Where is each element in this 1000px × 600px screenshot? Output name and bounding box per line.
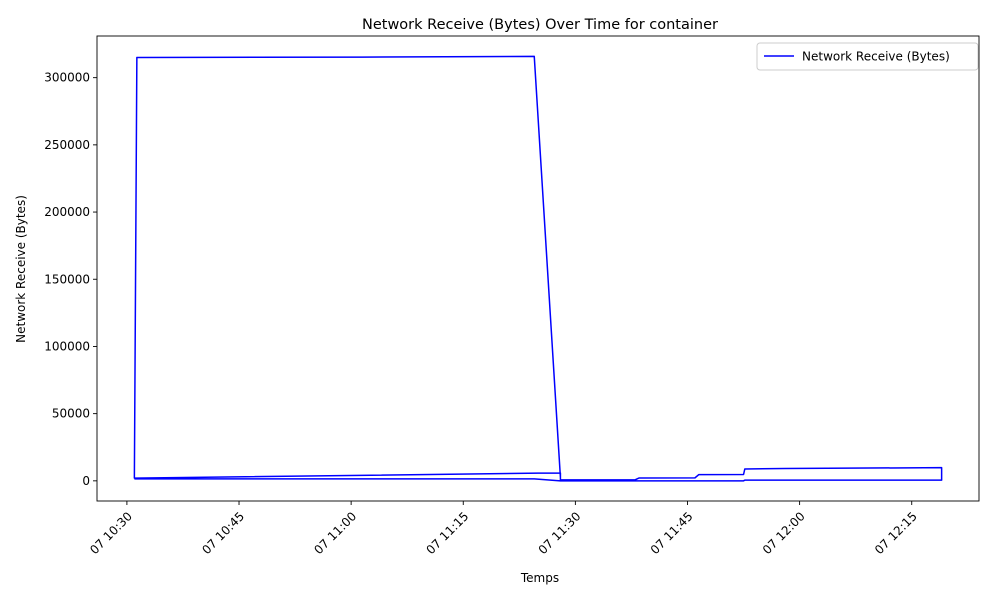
axes bbox=[96, 35, 980, 502]
x-tick-label: 07 12:15 bbox=[872, 509, 920, 557]
x-tick-label: 07 11:00 bbox=[311, 509, 359, 557]
plot-frame bbox=[96, 35, 980, 502]
y-tick-label: 250000 bbox=[44, 138, 90, 152]
chart-title: Network Receive (Bytes) Over Time for co… bbox=[362, 17, 718, 33]
legend-box bbox=[756, 42, 979, 71]
legend-label: Network Receive (Bytes) bbox=[802, 50, 950, 64]
y-axis-label: Network Receive (Bytes) bbox=[14, 195, 28, 343]
y-tick-label: 200000 bbox=[44, 205, 90, 219]
y-tick-label: 50000 bbox=[52, 407, 90, 421]
x-tick-label: 07 11:30 bbox=[536, 509, 584, 557]
x-tick-label: 07 10:30 bbox=[87, 509, 135, 557]
y-axis-ticks: 0 50000 100000 150000 200000 250000 300000 bbox=[44, 71, 97, 488]
x-tick-label: 07 10:45 bbox=[199, 509, 247, 557]
y-tick-label: 150000 bbox=[44, 272, 90, 286]
y-tick-label: 100000 bbox=[44, 339, 90, 353]
series-layer bbox=[133, 55, 943, 482]
x-axis-label: Temps bbox=[520, 571, 559, 585]
legend: Network Receive (Bytes) bbox=[756, 42, 979, 71]
x-tick-label: 07 11:45 bbox=[648, 509, 696, 557]
x-axis-ticks: 07 10:30 07 10:45 07 11:00 07 11:15 07 11:30… bbox=[87, 501, 920, 557]
x-tick-label: 07 11:15 bbox=[424, 509, 472, 557]
x-tick-label: 07 12:00 bbox=[760, 509, 808, 557]
y-tick-label: 300000 bbox=[44, 71, 90, 85]
y-tick-label: 0 bbox=[82, 474, 90, 488]
series-line-network-receive bbox=[133, 55, 943, 482]
